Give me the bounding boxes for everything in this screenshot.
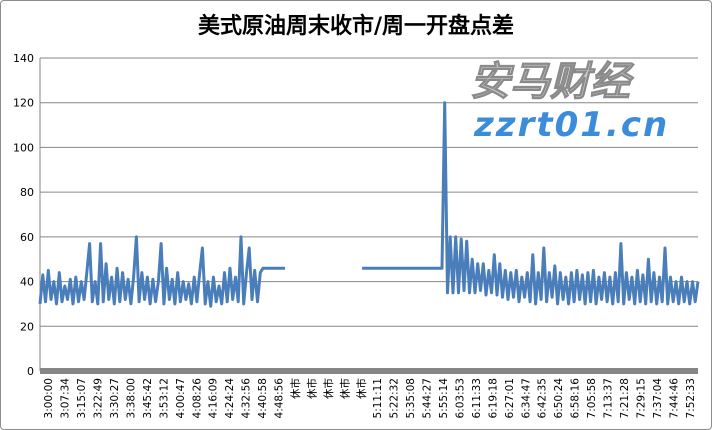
x-tick-label: 3:00:00 [43,378,55,418]
x-tick-label: 3:07:34 [60,378,72,419]
x-tick-label: 7:13:37 [603,378,615,418]
x-tick-label: 6:58:16 [570,378,582,419]
y-tick-label: 100 [13,141,34,154]
x-tick-label: 4:00:47 [175,378,187,418]
y-tick-label: 140 [13,52,34,65]
x-tick-label: 7:37:04 [652,378,664,419]
x-tick-label: 6:34:47 [520,378,532,418]
x-tick-label: 4:08:26 [191,378,203,419]
x-tick-label: 3:53:12 [158,378,170,418]
x-tick-label: 7:05:58 [586,378,598,418]
x-tick-label: 5:11:11 [372,378,384,418]
x-tick-label: 休市 [289,378,302,399]
x-tick-label: 7:44:46 [668,378,680,419]
y-tick-label: 0 [27,365,34,378]
x-tick-label: 3:38:00 [125,378,137,418]
series-line [38,101,700,308]
x-tick-label: 3:22:49 [93,378,105,418]
x-tick-label: 5:35:08 [405,378,417,418]
x-tick-label: 4:48:56 [274,378,286,419]
chart-title: 美式原油周末收市/周一开盘点差 [197,13,515,39]
x-tick-label: 3:45:42 [142,378,154,418]
x-tick-label: 5:22:32 [389,378,401,418]
x-tick-label: 6:27:01 [504,378,516,418]
x-tick-label: 4:24:24 [224,378,236,419]
x-tick-label: 6:42:35 [537,378,549,418]
x-tick-label: 6:11:33 [471,378,483,418]
x-tick-label: 4:32:56 [241,378,253,419]
y-tick-label: 120 [13,97,34,110]
x-tick-label: 休市 [322,378,335,399]
x-tick-label: 3:30:27 [109,378,121,418]
x-tick-label: 6:03:53 [454,378,466,418]
x-tick-label: 3:15:07 [76,378,88,418]
y-tick-label: 60 [20,231,34,244]
x-tick-label: 4:16:09 [208,378,220,418]
x-tick-label: 7:29:15 [635,378,647,418]
x-tick-label: 7:21:28 [619,378,631,418]
x-tick-label: 6:50:24 [553,378,565,419]
x-tick-label: 6:19:18 [487,378,499,418]
x-tick-label: 4:40:58 [257,378,269,418]
x-tick-label: 休市 [355,378,368,399]
x-tick-label: 5:55:14 [438,378,450,419]
y-tick-label: 80 [20,186,34,199]
x-tick-label: 7:52:33 [685,378,697,418]
y-tick-label: 20 [20,320,34,333]
x-tick-label: 休市 [305,378,318,399]
x-tick-label: 休市 [338,378,351,399]
y-tick-label: 40 [20,276,34,289]
x-tick-label: 5:44:27 [422,378,434,418]
